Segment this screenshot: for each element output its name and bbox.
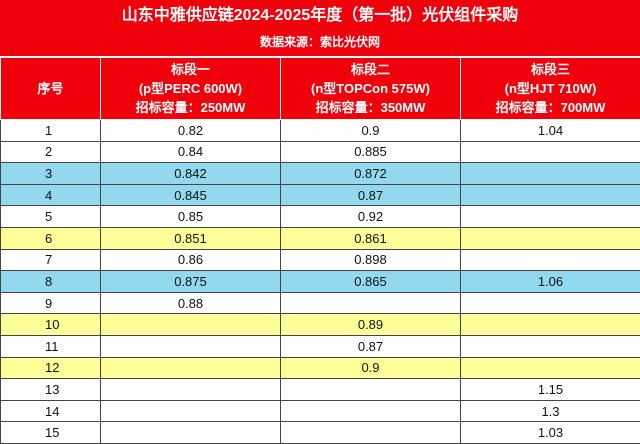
price-cell (461, 141, 640, 163)
price-cell: 0.9 (281, 357, 461, 379)
header-line: (n型HJT 710W) (461, 79, 640, 98)
price-cell: 0.82 (101, 120, 281, 142)
row-number: 9 (1, 292, 101, 314)
price-cell: 0.85 (101, 206, 281, 228)
price-cell: 0.845 (101, 184, 281, 206)
header-line: 招标容量：350MW (281, 98, 460, 117)
row-number: 12 (1, 357, 101, 379)
column-header: 序号 (1, 58, 101, 120)
price-cell (461, 206, 640, 228)
price-cell: 1.15 (461, 379, 640, 401)
row-number: 3 (1, 163, 101, 185)
row-number: 6 (1, 227, 101, 249)
price-cell: 0.9 (281, 120, 461, 142)
price-cell (101, 335, 281, 357)
row-number: 4 (1, 184, 101, 206)
banner: 山东中雅供应链2024-2025年度（第一批）光伏组件采购 数据来源：索比光伏网 (0, 0, 640, 57)
price-cell: 0.92 (281, 206, 461, 228)
price-cell (101, 400, 281, 422)
row-number: 15 (1, 422, 101, 444)
price-cell (101, 379, 281, 401)
price-cell: 0.851 (101, 227, 281, 249)
header-line: 标段一 (101, 60, 280, 79)
price-cell (461, 357, 640, 379)
header-line: 序号 (1, 79, 100, 98)
price-cell: 0.86 (101, 249, 281, 271)
price-cell: 0.885 (281, 141, 461, 163)
price-cell (461, 227, 640, 249)
price-cell: 0.865 (281, 271, 461, 293)
header-line: 标段三 (461, 60, 640, 79)
price-cell (461, 335, 640, 357)
row-number: 1 (1, 120, 101, 142)
price-cell: 0.87 (281, 184, 461, 206)
row-number: 14 (1, 400, 101, 422)
header-line: (p型PERC 600W) (101, 79, 280, 98)
price-cell (281, 379, 461, 401)
price-cell (461, 292, 640, 314)
price-cell: 1.06 (461, 271, 640, 293)
row-number: 11 (1, 335, 101, 357)
price-cell (101, 314, 281, 336)
row-number: 2 (1, 141, 101, 163)
header-line: (n型TOPCon 575W) (281, 79, 460, 98)
price-cell: 1.3 (461, 400, 640, 422)
row-number: 13 (1, 379, 101, 401)
row-number: 5 (1, 206, 101, 228)
header-line: 招标容量：250MW (101, 98, 280, 117)
column-header: 标段二(n型TOPCon 575W)招标容量：350MW (281, 58, 461, 120)
price-cell: 0.898 (281, 249, 461, 271)
price-cell (461, 184, 640, 206)
price-cell (281, 422, 461, 444)
column-header: 标段一(p型PERC 600W)招标容量：250MW (101, 58, 281, 120)
column-header: 标段三(n型HJT 710W)招标容量：700MW (461, 58, 640, 120)
price-cell: 0.842 (101, 163, 281, 185)
source: 数据来源：索比光伏网 (0, 31, 640, 57)
price-cell: 0.872 (281, 163, 461, 185)
price-cell: 1.04 (461, 120, 640, 142)
price-cell (461, 314, 640, 336)
price-cell: 0.89 (281, 314, 461, 336)
header-line: 标段二 (281, 60, 460, 79)
price-cell: 0.875 (101, 271, 281, 293)
price-cell (101, 357, 281, 379)
price-cell: 0.88 (101, 292, 281, 314)
row-number: 8 (1, 271, 101, 293)
price-cell: 0.84 (101, 141, 281, 163)
price-cell (281, 292, 461, 314)
title: 山东中雅供应链2024-2025年度（第一批）光伏组件采购 (0, 0, 640, 31)
price-cell: 0.87 (281, 335, 461, 357)
price-cell (281, 400, 461, 422)
price-cell (461, 249, 640, 271)
price-cell (461, 163, 640, 185)
header-line: 招标容量：700MW (461, 98, 640, 117)
price-cell: 1.03 (461, 422, 640, 444)
price-cell (101, 422, 281, 444)
price-cell: 0.861 (281, 227, 461, 249)
row-number: 7 (1, 249, 101, 271)
row-number: 10 (1, 314, 101, 336)
